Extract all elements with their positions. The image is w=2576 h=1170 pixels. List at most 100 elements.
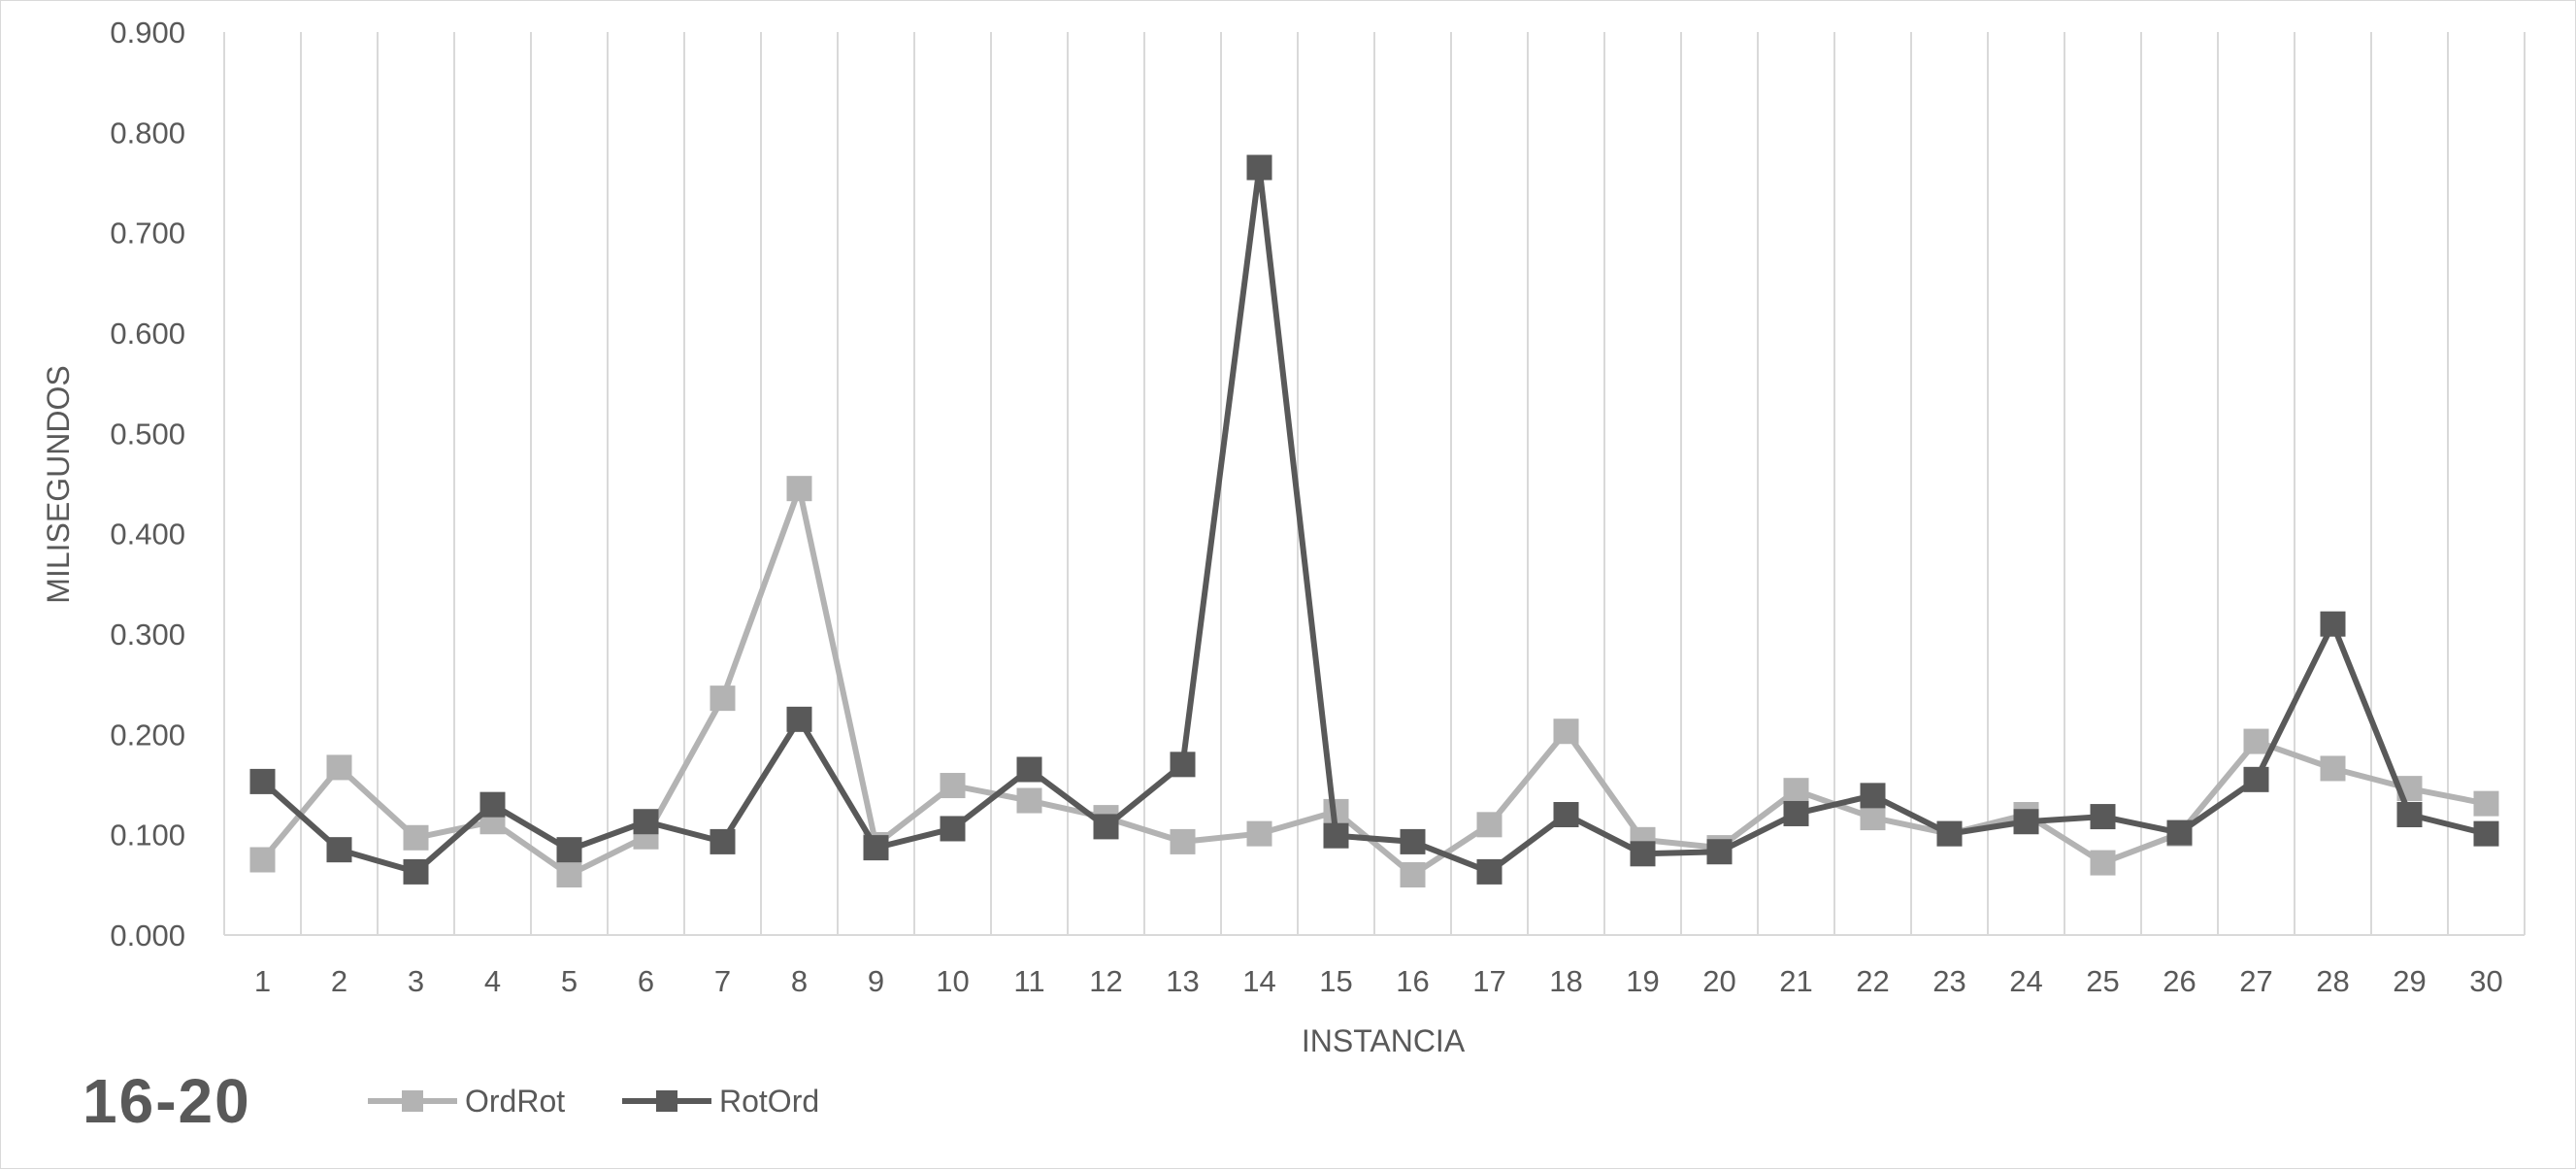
data-point <box>786 476 812 502</box>
x-tick-label: 2 <box>331 964 347 998</box>
gridlines <box>223 32 2526 935</box>
x-tick-label: 22 <box>1856 964 1889 998</box>
x-tick-label: 7 <box>714 964 731 998</box>
data-point <box>2473 790 2499 817</box>
x-tick-label: 15 <box>1319 964 1352 998</box>
panel-label: 16-20 <box>83 1066 251 1136</box>
data-point <box>710 685 736 712</box>
y-tick-label: 0.900 <box>110 16 185 50</box>
data-point <box>863 835 889 861</box>
series-rotord <box>249 154 2499 885</box>
data-point <box>326 837 352 863</box>
x-tick-label: 1 <box>254 964 271 998</box>
x-tick-label: 19 <box>1626 964 1659 998</box>
data-point <box>710 828 736 854</box>
x-tick-label: 13 <box>1166 964 1199 998</box>
data-point <box>1170 828 1196 854</box>
data-point <box>556 837 582 863</box>
series-ordrot <box>249 476 2499 887</box>
data-point <box>633 809 659 835</box>
legend-label-rotord: RotOrd <box>719 1084 819 1119</box>
data-point <box>2473 820 2499 847</box>
series <box>249 154 2499 887</box>
x-tick-label: 10 <box>936 964 969 998</box>
data-point <box>1016 756 1042 783</box>
y-tick-label: 0.600 <box>110 317 185 351</box>
data-point <box>940 816 966 842</box>
x-tick-label: 26 <box>2163 964 2196 998</box>
data-point <box>479 791 506 818</box>
data-point <box>2243 766 2269 792</box>
data-point <box>1093 814 1119 840</box>
x-tick-label: 16 <box>1396 964 1429 998</box>
x-tick-label: 5 <box>561 964 578 998</box>
x-tick-labels: 1 2 3 4 5 6 7 8 9 10 11 12 13 14 15 16 17 18 19 20 21 22 23 24 2… <box>254 964 2503 998</box>
y-tick-label: 0.800 <box>110 116 185 150</box>
x-tick-label: 29 <box>2393 964 2426 998</box>
data-point <box>2013 809 2039 835</box>
data-point <box>1476 858 1503 885</box>
data-point <box>1860 805 1886 831</box>
legend: OrdRot RotOrd <box>368 1084 819 1119</box>
x-tick-label: 11 <box>1013 964 1044 998</box>
series-line <box>260 485 2488 878</box>
x-tick-label: 6 <box>638 964 654 998</box>
y-tick-label: 0.400 <box>110 518 185 552</box>
data-point <box>2090 850 2116 876</box>
x-tick-label: 3 <box>408 964 424 998</box>
data-point <box>1553 719 1579 745</box>
legend-swatch-marker <box>656 1090 677 1112</box>
x-tick-label: 28 <box>2316 964 2349 998</box>
legend-item-rotord: RotOrd <box>622 1084 819 1119</box>
legend-item-ordrot: OrdRot <box>368 1084 565 1119</box>
data-point <box>1246 154 1272 181</box>
data-point <box>403 858 429 885</box>
data-point <box>786 706 812 732</box>
x-tick-label: 25 <box>2086 964 2119 998</box>
data-point <box>2166 819 2193 846</box>
data-point <box>249 768 276 794</box>
y-tick-labels: 0.000 0.100 0.200 0.300 0.400 0.500 0.600 0.700… <box>110 16 185 953</box>
legend-swatch-marker <box>402 1090 423 1112</box>
data-point <box>1936 820 1963 847</box>
y-tick-label: 0.000 <box>110 919 185 953</box>
y-tick-label: 0.500 <box>110 417 185 451</box>
data-point <box>249 847 276 873</box>
data-point <box>1246 820 1272 847</box>
x-tick-label: 23 <box>1932 964 1965 998</box>
x-tick-label: 17 <box>1472 964 1505 998</box>
data-point <box>556 862 582 887</box>
x-tick-label: 24 <box>2009 964 2042 998</box>
data-point <box>2243 728 2269 754</box>
data-point <box>1630 841 1656 867</box>
x-tick-label: 14 <box>1242 964 1275 998</box>
data-point <box>2320 611 2346 637</box>
y-tick-label: 0.200 <box>110 718 185 752</box>
data-point <box>1476 812 1503 838</box>
x-tick-label: 4 <box>484 964 501 998</box>
x-tick-label: 21 <box>1779 964 1812 998</box>
x-tick-label: 9 <box>868 964 884 998</box>
x-tick-label: 27 <box>2239 964 2272 998</box>
y-axis-title: MILISEGUNDOS <box>41 365 76 603</box>
legend-label-ordrot: OrdRot <box>465 1084 565 1119</box>
data-point <box>2090 804 2116 830</box>
data-point <box>1553 802 1579 827</box>
data-point <box>1400 828 1426 854</box>
y-tick-label: 0.100 <box>110 819 185 852</box>
x-tick-label: 30 <box>2469 964 2502 998</box>
y-tick-label: 0.700 <box>110 217 185 251</box>
data-point <box>1400 862 1426 887</box>
data-point <box>1016 787 1042 814</box>
data-point <box>2320 755 2346 782</box>
data-point <box>1323 822 1349 849</box>
data-point <box>326 754 352 781</box>
x-tick-label: 8 <box>791 964 808 998</box>
data-point <box>1706 839 1733 865</box>
x-tick-label: 12 <box>1089 964 1122 998</box>
data-point <box>1783 778 1809 804</box>
x-tick-label: 20 <box>1702 964 1735 998</box>
data-point <box>1860 783 1886 809</box>
